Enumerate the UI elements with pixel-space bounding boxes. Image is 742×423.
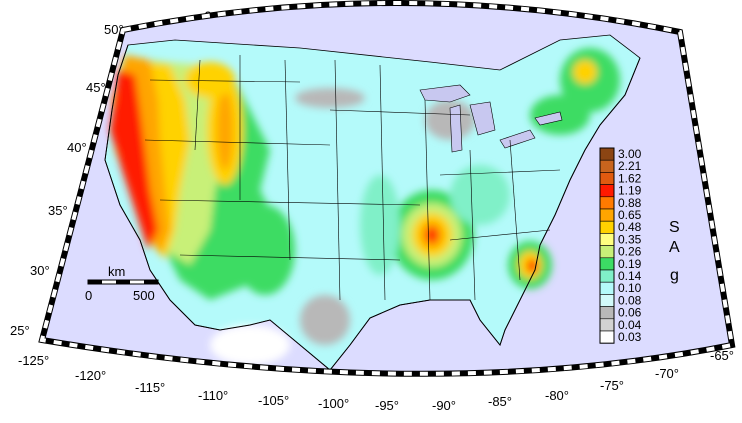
- longitude-label: -70°: [655, 366, 679, 381]
- map-border: [38, 0, 736, 377]
- legend-label: 2.21: [618, 159, 642, 173]
- legend-label: 1.62: [618, 171, 642, 185]
- longitude-label: -65°: [710, 348, 734, 363]
- legend-swatch: [599, 318, 615, 332]
- state-boundaries: [144, 55, 561, 301]
- legend-label: 0.04: [618, 318, 642, 332]
- longitude-label: -120°: [75, 368, 106, 383]
- longitude-label: -90°: [432, 398, 456, 413]
- scale-bar-unit: km: [108, 264, 125, 279]
- legend-swatch: [599, 196, 615, 210]
- legend-swatch: [599, 245, 615, 259]
- longitude-label: -80°: [545, 388, 569, 403]
- longitude-label: -75°: [600, 378, 624, 393]
- latitude-label: 40°: [67, 140, 87, 155]
- longitude-label: -110°: [198, 388, 228, 403]
- legend-label: 0.03: [618, 330, 642, 344]
- latitude-label: 25°: [10, 323, 30, 338]
- longitude-label: -95°: [375, 398, 399, 413]
- longitude-label: -115°: [135, 380, 165, 395]
- legend-label: 0.48: [618, 220, 642, 234]
- legend-swatch: [599, 330, 615, 344]
- legend-swatch: [599, 257, 615, 271]
- hazard-contours: [110, 48, 620, 365]
- scale-bar: km 0 500: [85, 264, 159, 303]
- legend-swatch: [599, 269, 615, 283]
- legend-label: 0.65: [618, 208, 642, 222]
- legend-swatch: [599, 281, 615, 295]
- legend-swatch: [599, 208, 615, 222]
- legend-label: 3.00: [618, 147, 642, 161]
- longitude-label: -100°: [318, 396, 349, 411]
- legend-swatch: [599, 159, 615, 173]
- legend-label: 0.08: [618, 293, 642, 307]
- great-lakes: [419, 84, 563, 153]
- legend-label: 1.19: [618, 184, 642, 198]
- legend-swatch: [599, 184, 615, 198]
- legend-label: 0.35: [618, 232, 642, 246]
- legend-label: 0.19: [618, 257, 642, 271]
- legend: 3.002.211.621.190.880.650.480.350.260.19…: [599, 147, 680, 344]
- legend-quantity-symbol: A: [669, 239, 680, 256]
- scale-bar-end: 500: [133, 288, 155, 303]
- longitude-label: -85°: [488, 394, 512, 409]
- legend-label: 0.88: [618, 196, 642, 210]
- legend-swatch: [599, 172, 615, 185]
- legend-quantity-symbol: S: [669, 219, 680, 236]
- legend-swatch: [599, 147, 615, 161]
- scale-bar-start: 0: [85, 288, 92, 303]
- legend-swatch: [599, 220, 615, 234]
- latitude-label: 45°: [86, 80, 106, 95]
- legend-unit: g: [670, 267, 679, 284]
- legend-swatch: [599, 306, 615, 320]
- coastline: [104, 44, 641, 371]
- legend-label: 0.14: [618, 269, 642, 283]
- legend-label: 0.06: [618, 306, 642, 320]
- latitude-label: 35°: [48, 203, 68, 218]
- legend-swatch: [599, 233, 615, 246]
- legend-label: 0.26: [618, 245, 642, 259]
- latitude-label: 50°: [104, 22, 124, 37]
- longitude-label: -105°: [258, 393, 289, 408]
- longitude-label: -125°: [18, 353, 49, 368]
- legend-swatch: [599, 294, 615, 307]
- legend-label: 0.10: [618, 281, 642, 295]
- latitude-label: 30°: [30, 263, 50, 278]
